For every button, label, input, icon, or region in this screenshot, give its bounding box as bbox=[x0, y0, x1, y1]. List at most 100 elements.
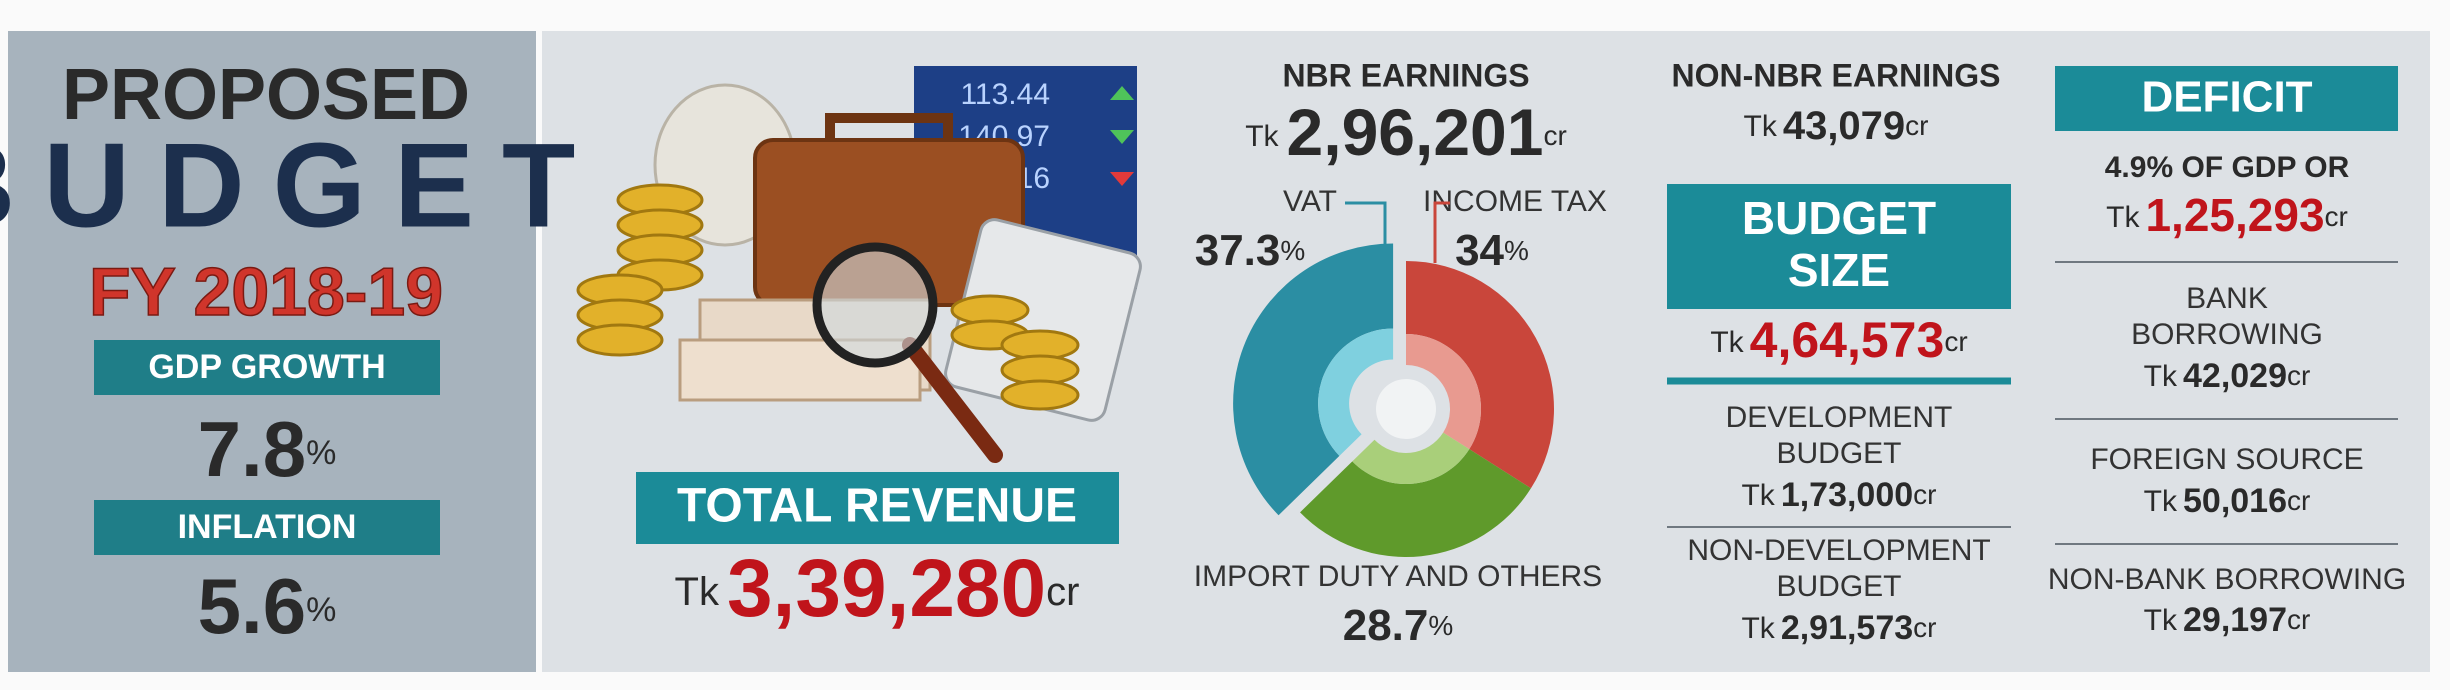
amount: 2,96,201 bbox=[1287, 95, 1544, 169]
foreign-amount: Tk 50,016cr bbox=[2144, 482, 2311, 520]
prefix: Tk bbox=[1245, 120, 1279, 153]
prefix: Tk bbox=[1741, 612, 1775, 645]
segment-value: 34% bbox=[1455, 226, 1529, 275]
unit: cr bbox=[2287, 485, 2310, 516]
segment-value: 37.3% bbox=[1195, 226, 1306, 275]
segment-label: VAT bbox=[1283, 185, 1337, 218]
budget-size-amount: Tk 4,64,573cr bbox=[1710, 312, 1967, 368]
nbr-amount: Tk 2,96,201cr bbox=[1245, 95, 1567, 169]
inflation-number: 5.6 bbox=[198, 562, 306, 650]
donut-segment bbox=[1406, 261, 1555, 489]
donut-hole bbox=[1376, 379, 1436, 439]
title-line2: BUDGET bbox=[0, 119, 603, 253]
arrow-up bbox=[1110, 86, 1134, 100]
unit: cr bbox=[2287, 360, 2310, 391]
dev-label: DEVELOPMENT bbox=[1726, 401, 1953, 434]
value: 28.7 bbox=[1343, 601, 1429, 650]
foreign-label: FOREIGN SOURCE bbox=[2090, 443, 2363, 476]
unit: cr bbox=[2325, 201, 2348, 232]
inflation-label: INFLATION bbox=[178, 508, 357, 546]
prefix: Tk bbox=[2144, 485, 2178, 518]
amount: 50,016 bbox=[2183, 482, 2287, 520]
donut-segment bbox=[1300, 449, 1531, 558]
gdp-unit: % bbox=[306, 434, 336, 472]
segment-label: INCOME TAX bbox=[1423, 185, 1607, 218]
unit: cr bbox=[1944, 326, 1967, 357]
magnifier bbox=[812, 242, 938, 368]
prefix: Tk bbox=[2106, 201, 2140, 234]
unit: % bbox=[1280, 235, 1305, 266]
nonbank-label: NON-BANK BORROWING bbox=[2048, 563, 2406, 596]
total-revenue-label: TOTAL REVENUE bbox=[677, 480, 1077, 533]
unit: cr bbox=[1905, 110, 1928, 141]
title-line1: PROPOSED bbox=[62, 55, 470, 135]
amount: 4,64,573 bbox=[1750, 312, 1945, 368]
prefix: Tk bbox=[1710, 326, 1744, 359]
amount: 43,079 bbox=[1783, 104, 1905, 148]
bank-label: BANK bbox=[2186, 282, 2268, 315]
gdp-label: GDP GROWTH bbox=[148, 348, 385, 386]
amount: 3,39,280 bbox=[727, 543, 1046, 634]
ticker-value: 113.44 bbox=[960, 78, 1050, 111]
deficit-share: 4.9% OF GDP OR bbox=[2105, 151, 2350, 184]
nondev-label: BUDGET bbox=[1776, 570, 1901, 603]
budget-size-label: BUDGET bbox=[1742, 192, 1936, 244]
title-line3: FY 2018-19 bbox=[89, 254, 443, 330]
amount: 42,029 bbox=[2183, 357, 2287, 395]
inflation-value: 5.6% bbox=[198, 562, 337, 650]
prefix: Tk bbox=[1741, 479, 1775, 512]
briefcase-handle bbox=[825, 113, 953, 140]
donut-segment-inner bbox=[1406, 334, 1481, 450]
budget-size-label: SIZE bbox=[1788, 244, 1890, 296]
illustration: 113.44 140.97 2.16 bbox=[576, 66, 1142, 463]
unit: cr bbox=[1913, 612, 1936, 643]
nbr-label: NBR EARNINGS bbox=[1282, 57, 1529, 93]
segment-value: 28.7% bbox=[1343, 601, 1454, 650]
non-nbr-amount: Tk 43,079cr bbox=[1744, 104, 1929, 148]
unit: % bbox=[1428, 610, 1453, 641]
non-nbr-label: NON-NBR EARNINGS bbox=[1672, 57, 2001, 93]
budget-size-box bbox=[1667, 184, 2011, 309]
amount: 29,197 bbox=[2183, 601, 2287, 639]
value: 37.3 bbox=[1195, 226, 1281, 275]
prefix: Tk bbox=[2144, 360, 2178, 393]
bank-label: BORROWING bbox=[2131, 318, 2323, 351]
unit: cr bbox=[1913, 479, 1936, 510]
prefix: Tk bbox=[1744, 110, 1778, 143]
nondev-amount: Tk 2,91,573cr bbox=[1741, 609, 1936, 647]
gdp-label-box bbox=[94, 340, 440, 395]
nondev-label: NON-DEVELOPMENT bbox=[1687, 534, 1990, 567]
coin bbox=[1000, 379, 1080, 411]
unit: cr bbox=[1543, 120, 1566, 151]
leader-line bbox=[1345, 201, 1387, 263]
nonbank-amount: Tk 29,197cr bbox=[2144, 601, 2311, 639]
deficit-amount: Tk 1,25,293cr bbox=[2106, 189, 2348, 241]
dev-label: BUDGET bbox=[1776, 437, 1901, 470]
total-revenue-amount: Tk3,39,280cr bbox=[675, 543, 1080, 634]
donut bbox=[1233, 243, 1555, 558]
deficit-label: DEFICIT bbox=[2141, 73, 2312, 122]
leader-line bbox=[1433, 201, 1450, 263]
segment-label: IMPORT DUTY AND OTHERS bbox=[1194, 560, 1602, 593]
bank-amount: Tk 42,029cr bbox=[2144, 357, 2311, 395]
prefix: Tk bbox=[2144, 604, 2178, 637]
value: 34 bbox=[1455, 226, 1504, 275]
magnifier-handle bbox=[902, 337, 1003, 463]
inflation-label-box bbox=[94, 500, 440, 555]
coin bbox=[576, 323, 664, 357]
amount: 1,73,000 bbox=[1781, 476, 1913, 514]
inflation-unit: % bbox=[306, 591, 336, 629]
arrow-up bbox=[1110, 130, 1134, 144]
total-revenue-box bbox=[636, 472, 1119, 544]
unit: cr bbox=[1046, 570, 1079, 614]
unit: cr bbox=[2287, 604, 2310, 635]
deficit-box bbox=[2055, 66, 2398, 131]
donut-segment-inner bbox=[1318, 328, 1394, 456]
amount: 2,91,573 bbox=[1781, 609, 1913, 647]
donut-segment bbox=[1233, 243, 1394, 516]
arrow-down bbox=[1110, 172, 1134, 186]
donut-segment-inner bbox=[1352, 432, 1470, 485]
amount: 1,25,293 bbox=[2145, 189, 2324, 241]
prefix: Tk bbox=[675, 570, 720, 614]
